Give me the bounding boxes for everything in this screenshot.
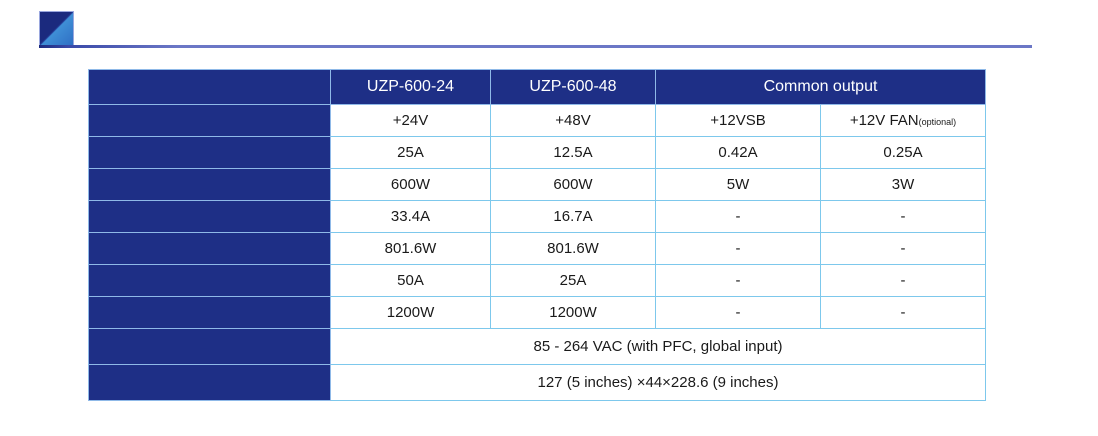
cell-value: - [820,200,986,233]
cell-value: 1200W [490,296,656,329]
cell-value: 0.25A [820,136,986,169]
row-label [88,296,331,329]
cell-value: - [820,296,986,329]
cell-value: - [655,232,821,265]
power-supply-spec-table: UZP-600-24 UZP-600-48 Common output +24V… [88,69,986,401]
table-header-row: UZP-600-24 UZP-600-48 Common output [88,69,986,105]
cell-value: 801.6W [330,232,491,265]
cell-value: 3W [820,168,986,201]
cell-value: 33.4A [330,200,491,233]
fan-label: +12V FAN [849,112,919,129]
cell-value: - [820,232,986,265]
cell-dimensions: 127 (5 inches) ×44×228.6 (9 inches) [330,364,986,401]
cell-value: 5W [655,168,821,201]
gradient-square-logo-icon [39,11,74,46]
cell-voltage-12vsb: +12VSB [655,104,821,137]
cell-voltage-12vfan: +12V FAN(optional) [820,104,986,137]
table-row: 600W 600W 5W 3W [88,168,986,201]
cell-value: - [655,200,821,233]
cell-value: 600W [490,168,656,201]
header-common-output: Common output [655,69,986,105]
row-label [88,232,331,265]
table-row: 1200W 1200W - - [88,296,986,329]
row-label-dimensions [88,364,331,401]
table-row: 801.6W 801.6W - - [88,232,986,265]
cell-value: 25A [490,264,656,297]
table-row-dimensions: 127 (5 inches) ×44×228.6 (9 inches) [88,364,986,401]
header-divider-rule [39,45,1032,48]
header-model-24: UZP-600-24 [330,69,491,105]
table-row-voltage: +24V +48V +12VSB +12V FAN(optional) [88,104,986,137]
cell-value: 1200W [330,296,491,329]
table-row: 25A 12.5A 0.42A 0.25A [88,136,986,169]
row-label [88,168,331,201]
cell-value: 50A [330,264,491,297]
cell-value: - [655,296,821,329]
cell-value: 801.6W [490,232,656,265]
cell-voltage-48: +48V [490,104,656,137]
row-label [88,264,331,297]
header-model-48: UZP-600-48 [490,69,656,105]
cell-input-voltage-range: 85 - 264 VAC (with PFC, global input) [330,328,986,365]
cell-value: 16.7A [490,200,656,233]
table-row: 33.4A 16.7A - - [88,200,986,233]
table-row-input-voltage: 85 - 264 VAC (with PFC, global input) [88,328,986,365]
table-row: 50A 25A - - [88,264,986,297]
row-label [88,136,331,169]
cell-value: 25A [330,136,491,169]
cell-value: - [655,264,821,297]
row-label-input-voltage [88,328,331,365]
row-label-voltage [88,104,331,137]
cell-voltage-24: +24V [330,104,491,137]
cell-value: 600W [330,168,491,201]
slide-header [0,0,1098,60]
header-label-cell [88,69,331,105]
cell-value: 12.5A [490,136,656,169]
cell-value: - [820,264,986,297]
row-label [88,200,331,233]
fan-optional-note: (optional) [918,117,957,127]
cell-value: 0.42A [655,136,821,169]
